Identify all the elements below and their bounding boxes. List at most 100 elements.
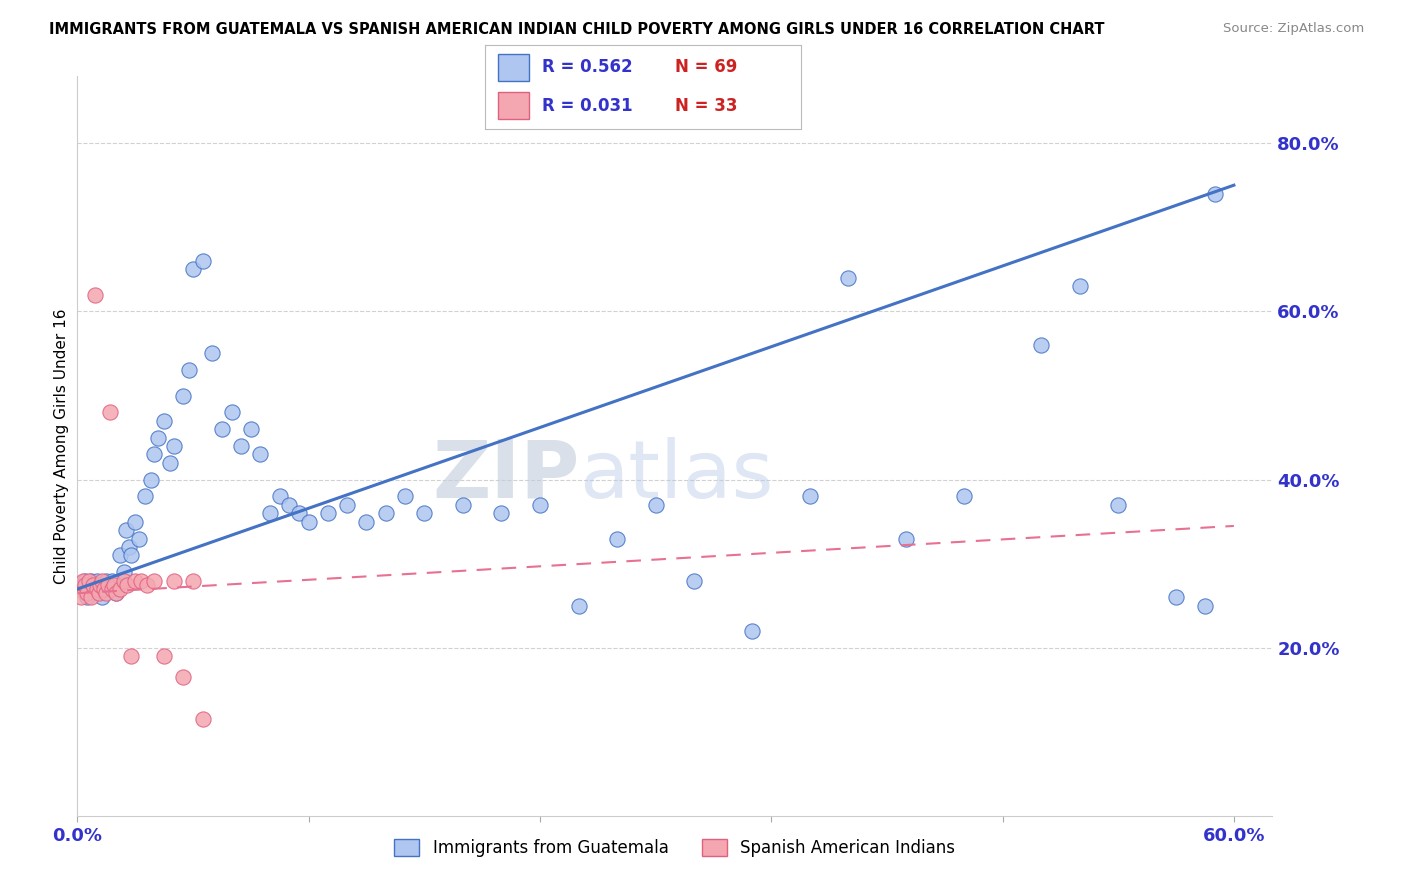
Text: IMMIGRANTS FROM GUATEMALA VS SPANISH AMERICAN INDIAN CHILD POVERTY AMONG GIRLS U: IMMIGRANTS FROM GUATEMALA VS SPANISH AME… bbox=[49, 22, 1105, 37]
Point bbox=[134, 490, 156, 504]
Point bbox=[70, 591, 93, 605]
Point bbox=[298, 515, 321, 529]
Point bbox=[89, 578, 111, 592]
Point bbox=[336, 498, 359, 512]
Point bbox=[108, 549, 131, 563]
Point bbox=[129, 574, 152, 588]
Point bbox=[83, 578, 105, 592]
Point bbox=[104, 586, 127, 600]
Point bbox=[683, 574, 706, 588]
Point bbox=[80, 591, 103, 605]
Point bbox=[159, 456, 181, 470]
Point bbox=[97, 578, 120, 592]
Point bbox=[83, 287, 105, 301]
Text: R = 0.031: R = 0.031 bbox=[541, 96, 633, 114]
Point bbox=[98, 405, 121, 419]
Point bbox=[143, 574, 166, 588]
Point bbox=[73, 578, 96, 592]
Point bbox=[153, 649, 176, 664]
Point bbox=[567, 599, 589, 613]
Point bbox=[153, 414, 176, 428]
Point bbox=[128, 532, 150, 546]
Point bbox=[93, 582, 115, 596]
Point bbox=[1204, 186, 1226, 201]
Point bbox=[221, 405, 243, 419]
Point bbox=[103, 578, 125, 592]
Point bbox=[953, 490, 976, 504]
Point bbox=[1069, 279, 1091, 293]
Y-axis label: Child Poverty Among Girls Under 16: Child Poverty Among Girls Under 16 bbox=[53, 309, 69, 583]
Point bbox=[118, 540, 141, 554]
Point bbox=[143, 447, 166, 461]
Point bbox=[104, 586, 127, 600]
Point bbox=[259, 506, 281, 520]
Point bbox=[201, 346, 224, 360]
Point bbox=[837, 270, 859, 285]
Point bbox=[124, 574, 146, 588]
Point bbox=[120, 549, 142, 563]
Point bbox=[148, 431, 170, 445]
Point bbox=[101, 574, 124, 588]
Point bbox=[117, 578, 139, 592]
Point bbox=[451, 498, 474, 512]
FancyBboxPatch shape bbox=[498, 92, 529, 120]
Point bbox=[114, 523, 136, 537]
Text: ZIP: ZIP bbox=[432, 436, 579, 515]
Point bbox=[181, 262, 204, 277]
FancyBboxPatch shape bbox=[498, 54, 529, 81]
Point bbox=[86, 582, 108, 596]
Point bbox=[896, 532, 918, 546]
Point bbox=[87, 586, 110, 600]
Point bbox=[87, 582, 110, 596]
Point bbox=[1107, 498, 1129, 512]
Point bbox=[231, 439, 253, 453]
Point bbox=[181, 574, 204, 588]
Point bbox=[112, 565, 135, 579]
Point bbox=[120, 649, 142, 664]
Point bbox=[239, 422, 262, 436]
Point bbox=[80, 574, 103, 588]
Point bbox=[98, 582, 121, 596]
Point bbox=[191, 253, 214, 268]
Point bbox=[316, 506, 339, 520]
Point bbox=[529, 498, 551, 512]
Point bbox=[163, 574, 186, 588]
Point bbox=[394, 490, 416, 504]
Point bbox=[1164, 591, 1187, 605]
Point bbox=[179, 363, 201, 377]
Point bbox=[101, 582, 124, 596]
Point bbox=[278, 498, 301, 512]
Point bbox=[139, 473, 162, 487]
Point bbox=[96, 586, 118, 600]
Text: N = 33: N = 33 bbox=[675, 96, 737, 114]
Text: Source: ZipAtlas.com: Source: ZipAtlas.com bbox=[1223, 22, 1364, 36]
Point bbox=[288, 506, 311, 520]
Point bbox=[163, 439, 186, 453]
Legend: Immigrants from Guatemala, Spanish American Indians: Immigrants from Guatemala, Spanish Ameri… bbox=[388, 832, 962, 863]
Point bbox=[108, 582, 131, 596]
Point bbox=[96, 574, 118, 588]
Text: atlas: atlas bbox=[579, 436, 773, 515]
Point bbox=[491, 506, 513, 520]
Point bbox=[374, 506, 396, 520]
Point bbox=[191, 713, 214, 727]
Point bbox=[112, 574, 135, 588]
Point bbox=[269, 490, 291, 504]
Point bbox=[73, 574, 96, 588]
Text: N = 69: N = 69 bbox=[675, 59, 737, 77]
Point bbox=[211, 422, 233, 436]
Point bbox=[76, 591, 98, 605]
Point bbox=[644, 498, 666, 512]
Point bbox=[72, 582, 94, 596]
Point bbox=[77, 578, 100, 592]
Point bbox=[67, 582, 90, 596]
Point bbox=[89, 578, 111, 592]
Point bbox=[135, 578, 157, 592]
Point bbox=[77, 574, 100, 588]
Point bbox=[82, 582, 104, 596]
Point bbox=[86, 574, 108, 588]
Point bbox=[356, 515, 378, 529]
Point bbox=[97, 578, 120, 592]
Point bbox=[249, 447, 271, 461]
Point bbox=[1029, 338, 1052, 352]
